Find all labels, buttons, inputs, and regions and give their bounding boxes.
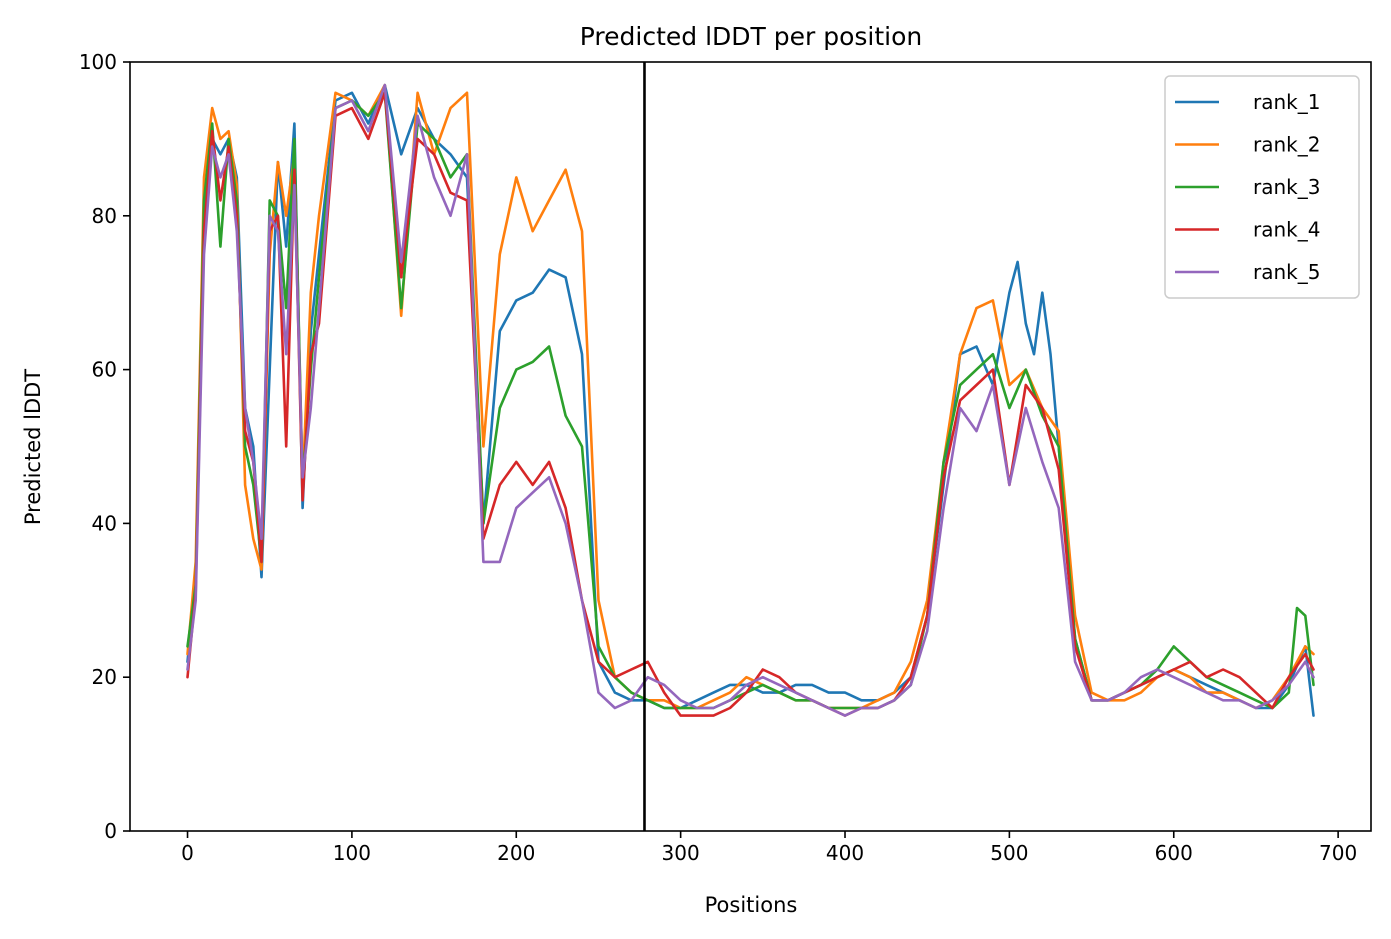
chart-title: Predicted lDDT per position xyxy=(580,22,922,51)
legend: rank_1 rank_2 rank_3 rank_4 rank_5 xyxy=(1164,75,1360,299)
legend-label: rank_2 xyxy=(1253,133,1320,157)
y-axis-label: Predicted lDDT xyxy=(21,369,45,525)
y-tick-label: 80 xyxy=(92,204,117,228)
x-axis-ticks: 0 100 200 300 400 500 600 700 xyxy=(181,831,1357,865)
y-tick-label: 100 xyxy=(79,50,117,74)
x-tick-label: 600 xyxy=(1155,841,1193,865)
x-axis-label: Positions xyxy=(705,893,798,917)
y-tick-label: 60 xyxy=(92,358,117,382)
y-axis-ticks: 0 20 40 60 80 100 xyxy=(79,50,130,843)
y-tick-label: 40 xyxy=(92,511,117,535)
legend-label: rank_5 xyxy=(1253,260,1320,284)
y-tick-label: 0 xyxy=(104,819,117,843)
legend-label: rank_1 xyxy=(1253,90,1320,114)
x-tick-label: 700 xyxy=(1319,841,1357,865)
legend-label: rank_3 xyxy=(1253,175,1320,199)
x-tick-label: 0 xyxy=(181,841,194,865)
x-tick-label: 500 xyxy=(990,841,1028,865)
x-tick-label: 400 xyxy=(826,841,864,865)
series-layer xyxy=(186,83,1315,717)
legend-label: rank_4 xyxy=(1253,218,1320,242)
legend-box xyxy=(1164,75,1360,299)
plot-frame xyxy=(129,61,1372,832)
x-tick-label: 300 xyxy=(662,841,700,865)
x-tick-label: 200 xyxy=(497,841,535,865)
x-tick-label: 100 xyxy=(333,841,371,865)
series-line-rank-5 xyxy=(186,83,1315,717)
y-tick-label: 20 xyxy=(92,665,117,689)
